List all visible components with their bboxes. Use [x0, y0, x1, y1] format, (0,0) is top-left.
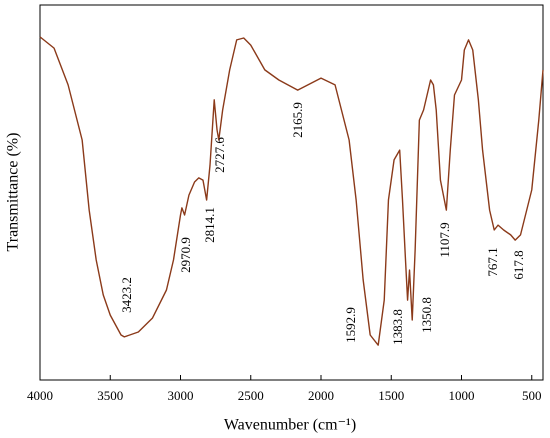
peak-label: 1350.8	[419, 297, 434, 333]
peak-label: 2165.9	[290, 102, 305, 138]
x-tick-label: 3500	[97, 388, 123, 403]
peak-label: 617.8	[511, 250, 526, 279]
x-tick-label: 2500	[238, 388, 264, 403]
peak-label: 1107.9	[437, 222, 452, 257]
peak-label: 3423.2	[119, 277, 134, 313]
peak-label: 1383.8	[390, 309, 405, 345]
peak-label: 2814.1	[202, 207, 217, 243]
y-axis-label: Transmittance (%)	[5, 133, 22, 252]
x-tick-label: 500	[522, 388, 542, 403]
peak-label: 767.1	[485, 247, 500, 276]
peak-label: 2727.6	[212, 137, 227, 173]
plot-frame	[39, 4, 544, 381]
x-tick-label: 4000	[27, 388, 53, 403]
x-tick-label: 1000	[449, 388, 475, 403]
x-tick-label: 2000	[308, 388, 334, 403]
x-tick-label: 1500	[378, 388, 404, 403]
peak-label: 2970.9	[178, 237, 193, 273]
x-axis-label: Wavenumber (cm⁻¹)	[224, 417, 356, 434]
x-tick-label: 3000	[168, 388, 194, 403]
peak-label: 1592.9	[343, 307, 358, 343]
spectrum-line	[39, 36, 544, 346]
